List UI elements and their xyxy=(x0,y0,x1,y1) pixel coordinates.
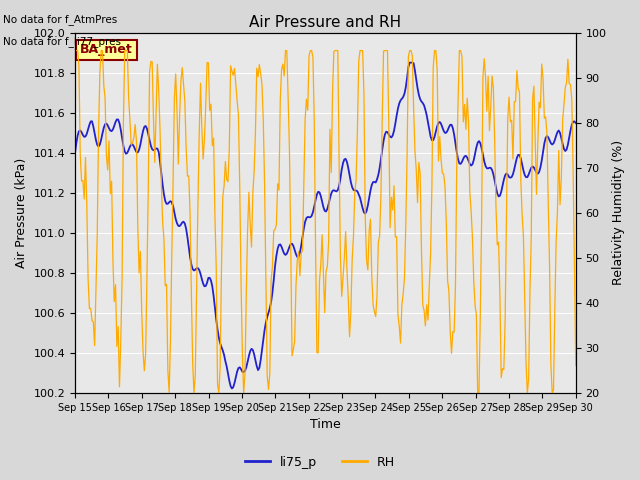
X-axis label: Time: Time xyxy=(310,419,340,432)
Legend: li75_p, RH: li75_p, RH xyxy=(240,451,400,474)
Text: No data for f_li77_pres: No data for f_li77_pres xyxy=(3,36,121,47)
Text: No data for f_AtmPres: No data for f_AtmPres xyxy=(3,14,118,25)
Y-axis label: Air Pressure (kPa): Air Pressure (kPa) xyxy=(15,158,28,268)
Title: Air Pressure and RH: Air Pressure and RH xyxy=(250,15,401,30)
Y-axis label: Relativity Humidity (%): Relativity Humidity (%) xyxy=(612,140,625,286)
Text: BA_met: BA_met xyxy=(80,43,132,56)
